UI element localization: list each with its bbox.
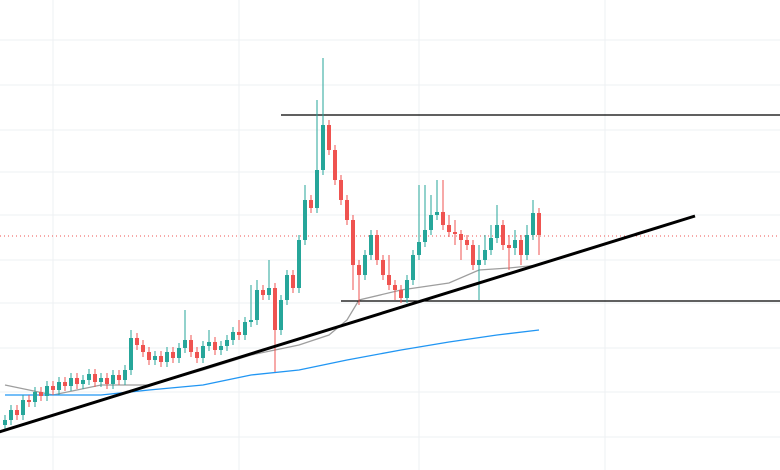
candle-body [537, 213, 541, 235]
candle-body [81, 380, 85, 384]
candle-body [159, 356, 163, 362]
candle-body [495, 225, 499, 238]
candle-body [261, 290, 265, 295]
candle-body [105, 378, 109, 384]
candle-body [345, 200, 349, 220]
candle-body [165, 352, 169, 362]
candle-body [225, 340, 229, 346]
candle-body [339, 180, 343, 200]
candle-body [267, 288, 271, 295]
candle-body [27, 400, 31, 402]
candle-body [195, 352, 199, 358]
candle-body [411, 255, 415, 280]
candle-body [15, 410, 19, 415]
candle-body [453, 232, 457, 234]
candle-body [417, 242, 421, 255]
candle-body [471, 245, 475, 265]
candle-body [279, 300, 283, 330]
candle-body [387, 275, 391, 285]
moving-average [5, 329, 540, 396]
candle-body [117, 375, 121, 380]
candle-body [519, 240, 523, 255]
candle-body [213, 342, 217, 350]
candle-body [381, 260, 385, 275]
candle-body [399, 290, 403, 298]
candle-body [93, 374, 97, 382]
candle-body [111, 375, 115, 384]
moving-average [4, 264, 540, 396]
candle-body [141, 345, 145, 352]
candle-body [375, 235, 379, 260]
candle-body [309, 200, 313, 208]
candle-body [21, 400, 25, 415]
candle-body [189, 340, 193, 352]
candle-body [255, 290, 259, 320]
candle-body [357, 265, 361, 275]
candle-body [531, 213, 535, 235]
candle-body [285, 275, 289, 300]
candle-body [51, 386, 55, 390]
candle-body [57, 382, 61, 390]
candle-body [507, 245, 511, 248]
candle-body [9, 410, 13, 420]
candle-body [351, 220, 355, 265]
candle-body [501, 225, 505, 245]
candle-body [423, 230, 427, 242]
candle-body [231, 332, 235, 340]
candle-body [363, 255, 367, 275]
candle-body [489, 238, 493, 250]
candle-body [219, 346, 223, 350]
candle-body [393, 285, 397, 290]
candle-body [297, 240, 301, 288]
candle-body [237, 332, 241, 335]
candle-body [69, 378, 73, 386]
candle-body [303, 200, 307, 240]
candle-body [87, 374, 91, 380]
candle-body [243, 322, 247, 335]
candle-body [129, 338, 133, 370]
candle-body [183, 340, 187, 348]
candle-body [45, 386, 49, 396]
candle-body [525, 235, 529, 255]
candle-body [153, 356, 157, 360]
candle-body [147, 352, 151, 360]
candle-body [327, 125, 331, 150]
candle-body [177, 348, 181, 358]
candle-body [63, 382, 67, 386]
candle-body [39, 392, 43, 396]
candle-body [369, 235, 373, 255]
candle-body [249, 320, 253, 322]
candle-body [477, 260, 481, 265]
candle-body [291, 275, 295, 288]
candle-body [207, 342, 211, 346]
candle-body [201, 346, 205, 358]
candle-body [513, 240, 517, 248]
candle-body [429, 215, 433, 230]
candle-body [447, 225, 451, 232]
candle-body [459, 234, 463, 240]
candle-body [483, 250, 487, 260]
candle-body [441, 212, 445, 225]
candle-body [3, 420, 7, 425]
candle-body [273, 288, 277, 330]
trendline [0, 214, 696, 434]
candle-body [33, 392, 37, 402]
candle-body [465, 240, 469, 245]
candle-body [171, 352, 175, 358]
candle-body [123, 370, 127, 380]
candle-body [135, 338, 139, 345]
candle-body [435, 212, 439, 215]
candle-body [333, 150, 337, 180]
candle-body [75, 378, 79, 384]
candle-body [99, 378, 103, 382]
candle-body [405, 280, 409, 298]
candle-body [321, 125, 325, 170]
candle-body [315, 170, 319, 208]
